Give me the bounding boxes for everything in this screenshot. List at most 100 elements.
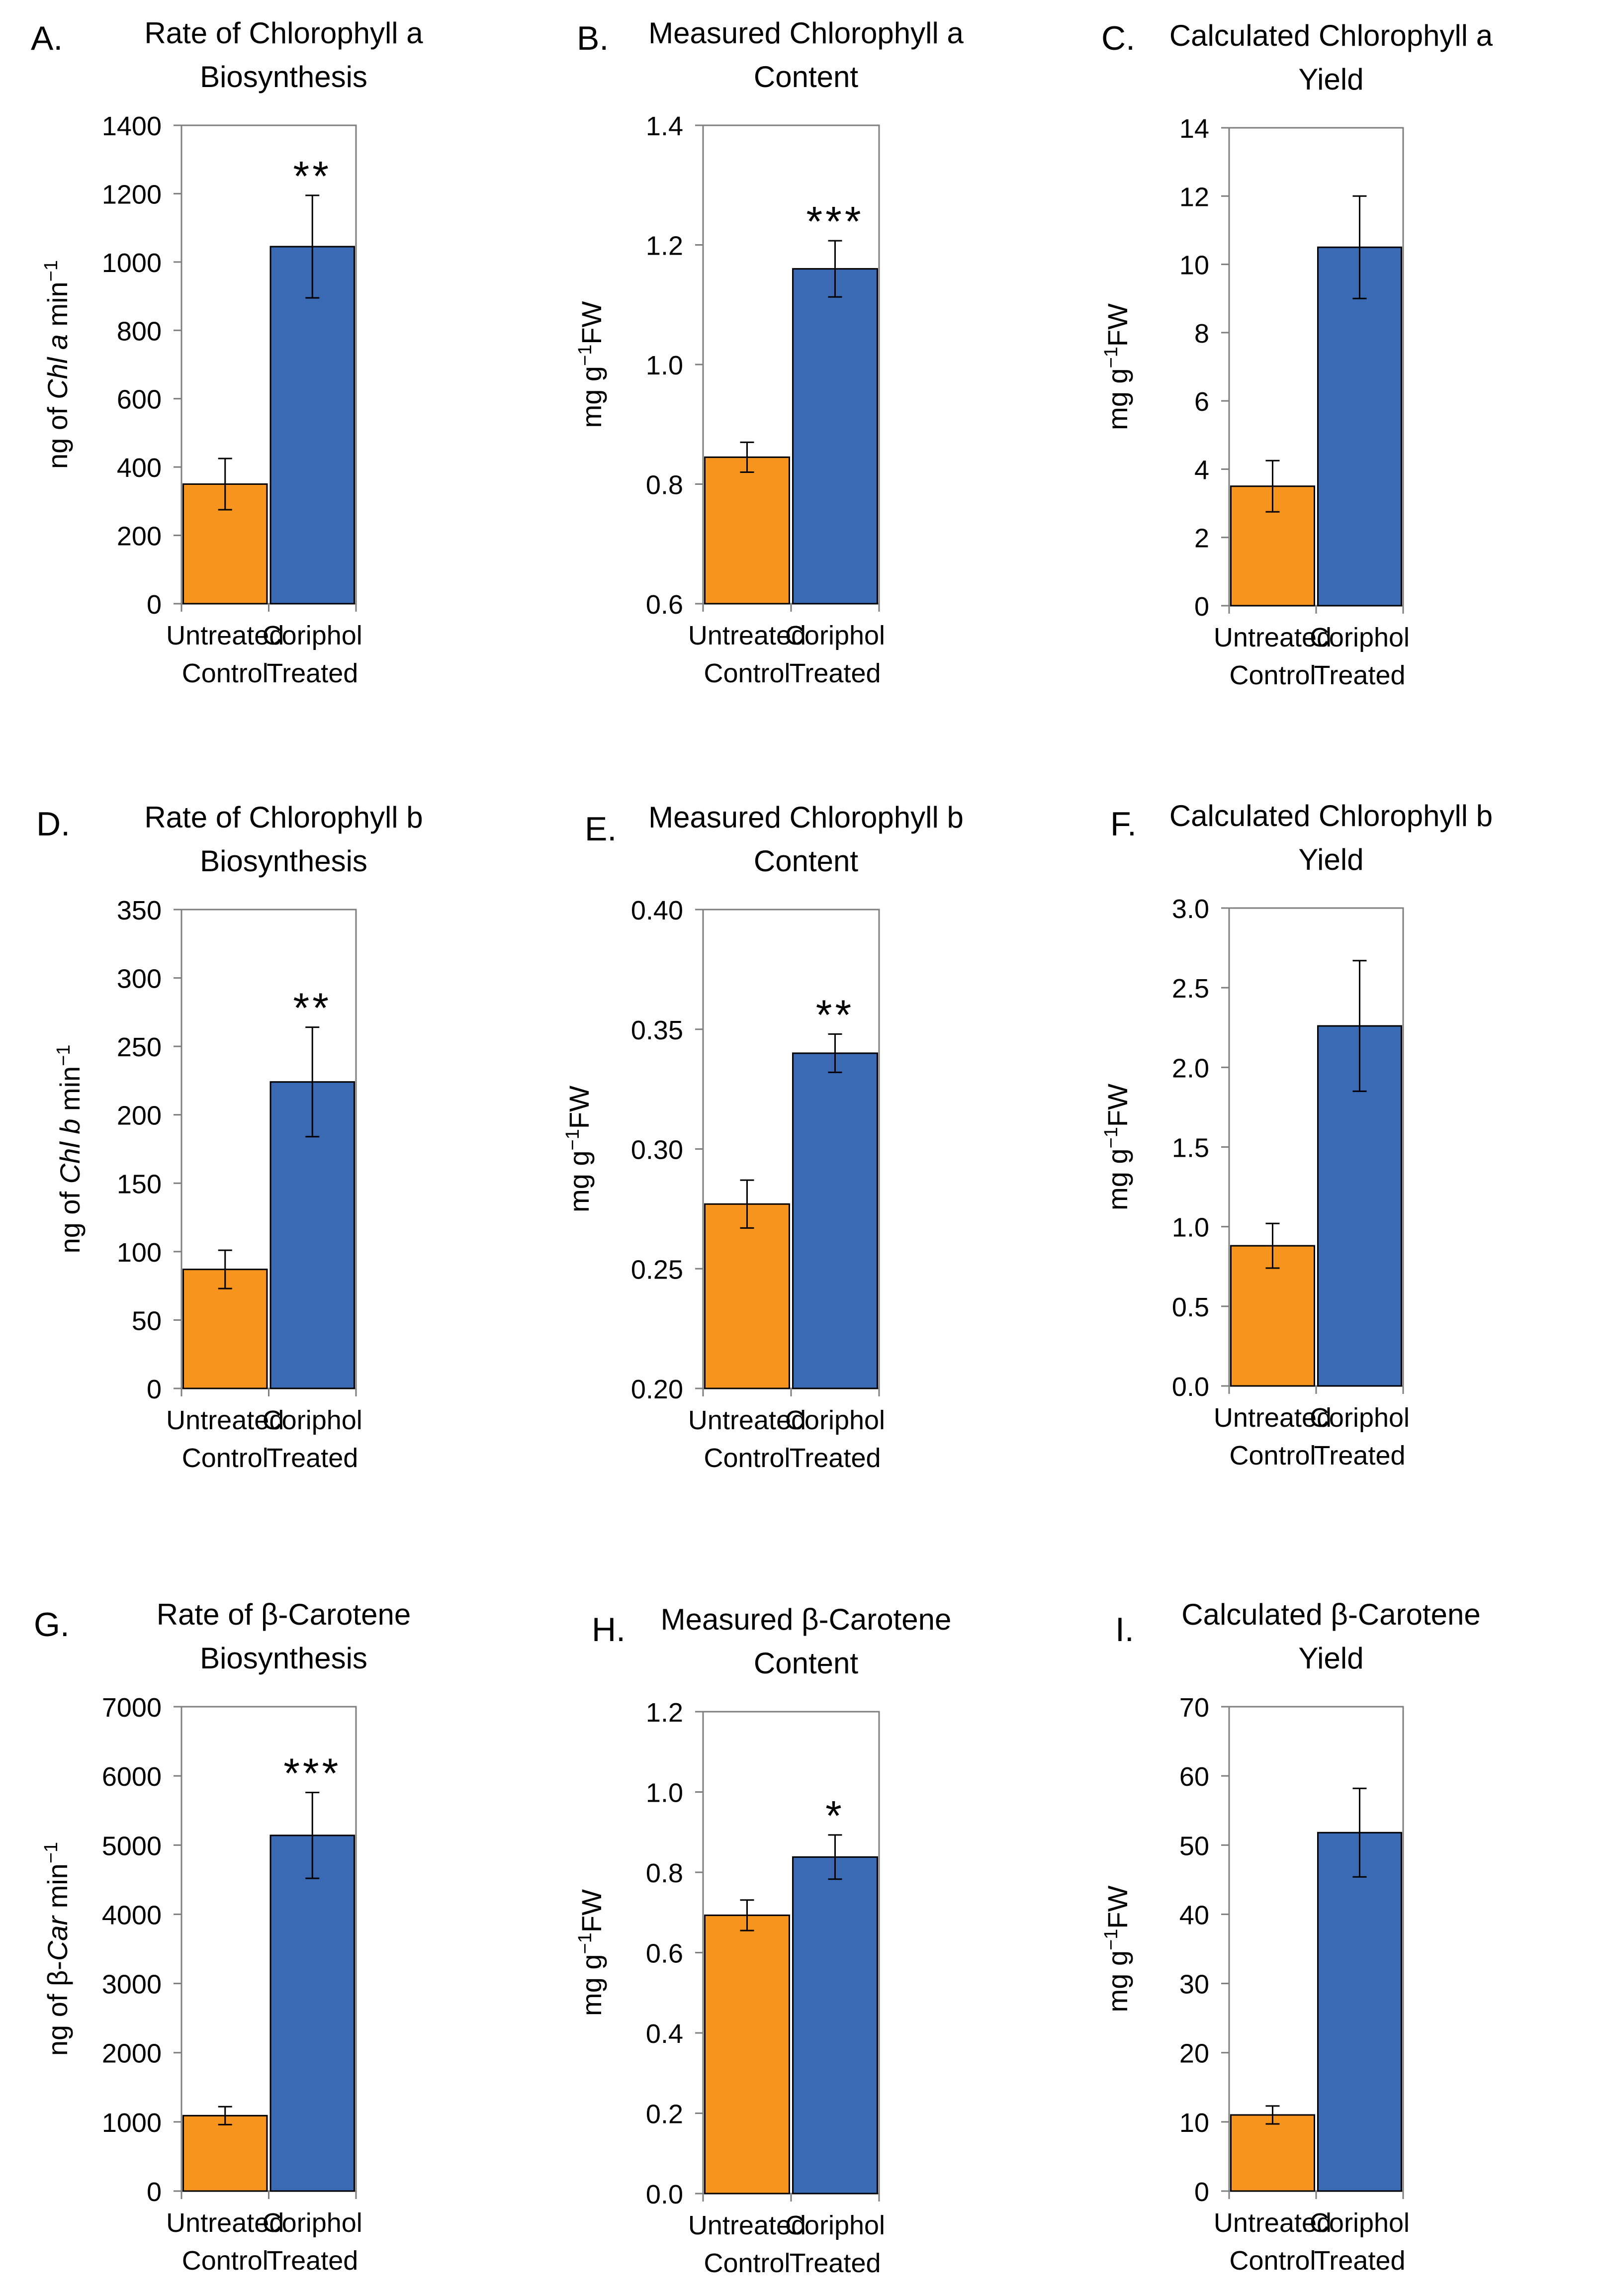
significance-marker: *** <box>283 1750 341 1797</box>
y-tick-label: 50 <box>1179 1831 1209 1861</box>
x-tick-label: Control <box>1229 1441 1316 1470</box>
chart-panel-b: B. Measured Chlorophyll a Content 0.6 0.8 1.0… <box>575 16 964 688</box>
panel-label: H. <box>592 1611 625 1649</box>
y-axis-label-part: −1 <box>575 1932 596 1954</box>
y-tick-label: 50 <box>132 1306 162 1336</box>
x-tick-label: Control <box>182 1443 268 1473</box>
y-tick-label: 1400 <box>102 111 162 141</box>
x-tick-label: Treated <box>267 1443 358 1473</box>
y-tick-label: 1.0 <box>646 1778 683 1808</box>
chart-title-line: Yield <box>1298 843 1363 876</box>
y-tick-label: 0.30 <box>631 1135 683 1165</box>
x-tick-label: Treated <box>789 658 881 688</box>
y-tick-label: 40 <box>1179 1900 1209 1930</box>
y-tick-label: 1.5 <box>1172 1133 1209 1163</box>
chart-title-line: Rate of β-Carotene <box>157 1598 411 1631</box>
x-tick-label: Coriphol <box>263 2208 362 2238</box>
chart-panel-i: I. Calculated β-Carotene Yield 0 10 20 30 40 50 6… <box>1101 1598 1481 2276</box>
y-tick-label: 2.5 <box>1172 974 1209 1004</box>
y-axis-label: mg g−1FW <box>562 1086 595 1212</box>
y-tick-label: 1000 <box>102 248 162 278</box>
y-tick-label: 3000 <box>102 1970 162 2000</box>
y-axis-label: mg g−1FW <box>1101 303 1133 430</box>
chart-title-line: Content <box>754 844 858 878</box>
chart-panel-h: H. Measured β-Carotene Content 0.0 0.2 0.4 0.6… <box>575 1603 951 2278</box>
bar-coriphol-treated <box>792 1052 878 1389</box>
x-tick-label: Coriphol <box>263 1405 362 1435</box>
panel-label: F. <box>1110 805 1137 843</box>
x-tick-label: Untreated <box>166 1405 284 1435</box>
x-tick-label: Untreated <box>1214 623 1332 652</box>
y-tick-label: 250 <box>117 1032 162 1062</box>
y-tick-label: 0.35 <box>631 1015 683 1045</box>
bar-coriphol-treated <box>1317 1832 1402 2192</box>
y-tick-label: 1.0 <box>1172 1213 1209 1243</box>
y-tick-label: 0 <box>1194 592 1209 622</box>
y-tick-label: 30 <box>1179 1970 1209 2000</box>
bar-coriphol-treated <box>1317 246 1402 607</box>
y-axis-label-part: mg g <box>1102 1148 1133 1210</box>
y-axis-label-part: Chl a <box>42 334 73 399</box>
x-tick-label: Control <box>704 658 790 688</box>
x-tick-label: Treated <box>1314 1441 1405 1470</box>
chart-title-line: Biosynthesis <box>200 844 367 878</box>
y-axis-label-part: FW <box>563 1086 595 1129</box>
chart-panel-a: A. Rate of Chlorophyll a Biosynthesis 0 200 4… <box>31 16 423 688</box>
y-tick-label: 0 <box>147 1375 162 1404</box>
y-axis-label-part: FW <box>576 1889 607 1932</box>
panel-label: C. <box>1101 19 1135 57</box>
x-tick-label: Coriphol <box>1310 623 1410 652</box>
x-tick-label: Control <box>182 658 268 688</box>
y-tick-label: 600 <box>117 385 162 415</box>
x-tick-label: Treated <box>1314 2246 1405 2276</box>
chart-panel-e: E. Measured Chlorophyll b Content 0.20 0.25 0… <box>562 801 964 1473</box>
chart-panel-g: G. Rate of β-Carotene Biosynthesis 0 1000 200… <box>34 1598 411 2276</box>
y-tick-label: 0.0 <box>1172 1372 1209 1402</box>
x-tick-label: Coriphol <box>785 621 885 650</box>
chart-panel-f: F. Calculated Chlorophyll b Yield 0.0 0.5 1.0… <box>1101 799 1493 1470</box>
x-tick-label: Untreated <box>688 1405 806 1435</box>
x-tick-label: Treated <box>789 1443 881 1473</box>
y-axis-label: mg g−1FW <box>1101 1885 1133 2012</box>
panel-label: B. <box>577 19 609 57</box>
y-tick-label: 300 <box>117 964 162 994</box>
y-tick-label: 1.2 <box>646 231 683 261</box>
chart-title-line: Biosynthesis <box>200 1642 367 1675</box>
x-tick-label: Untreated <box>1214 1403 1332 1433</box>
y-tick-label: 2000 <box>102 2039 162 2069</box>
y-tick-label: 14 <box>1179 114 1209 144</box>
y-tick-label: 0.6 <box>646 590 683 620</box>
chart-title-line: Calculated Chlorophyll a <box>1169 19 1493 52</box>
y-tick-label: 60 <box>1179 1762 1209 1792</box>
bar-coriphol-treated <box>269 1835 355 2192</box>
bar-untreated-control <box>704 1203 790 1389</box>
x-tick-label: Untreated <box>688 2210 806 2240</box>
y-tick-label: 0.8 <box>646 470 683 500</box>
y-axis-label-part: min <box>42 1863 73 1916</box>
x-tick-label: Coriphol <box>263 621 362 650</box>
chart-title-line: Calculated β-Carotene <box>1181 1598 1481 1631</box>
y-tick-label: 8 <box>1194 319 1209 349</box>
y-tick-label: 10 <box>1179 2108 1209 2138</box>
y-axis-label-part: FW <box>1102 1885 1133 1929</box>
y-axis-label-part: mg g <box>576 366 607 428</box>
significance-marker: ** <box>293 985 332 1031</box>
y-axis-label: mg g−1FW <box>575 1889 607 2016</box>
x-tick-label: Treated <box>267 2246 358 2276</box>
y-tick-label: 0.4 <box>646 2019 683 2049</box>
chart-title-line: Rate of Chlorophyll a <box>144 16 423 50</box>
bar-untreated-control <box>704 1914 790 2195</box>
y-tick-label: 200 <box>117 1101 162 1131</box>
y-axis-label-part: Chl b <box>54 1119 86 1184</box>
x-tick-label: Coriphol <box>785 1405 885 1435</box>
y-axis-label-part: −1 <box>53 1045 74 1066</box>
chart-title-line: Rate of Chlorophyll b <box>144 801 423 834</box>
x-tick-label: Treated <box>789 2248 881 2278</box>
y-tick-label: 0.25 <box>631 1255 683 1285</box>
y-axis-label-part: FW <box>1102 303 1133 347</box>
y-tick-label: 1200 <box>102 180 162 209</box>
chart-title-line: Measured β-Carotene <box>661 1603 952 1636</box>
x-tick-label: Control <box>704 1443 790 1473</box>
y-axis-label-part: FW <box>576 301 607 344</box>
